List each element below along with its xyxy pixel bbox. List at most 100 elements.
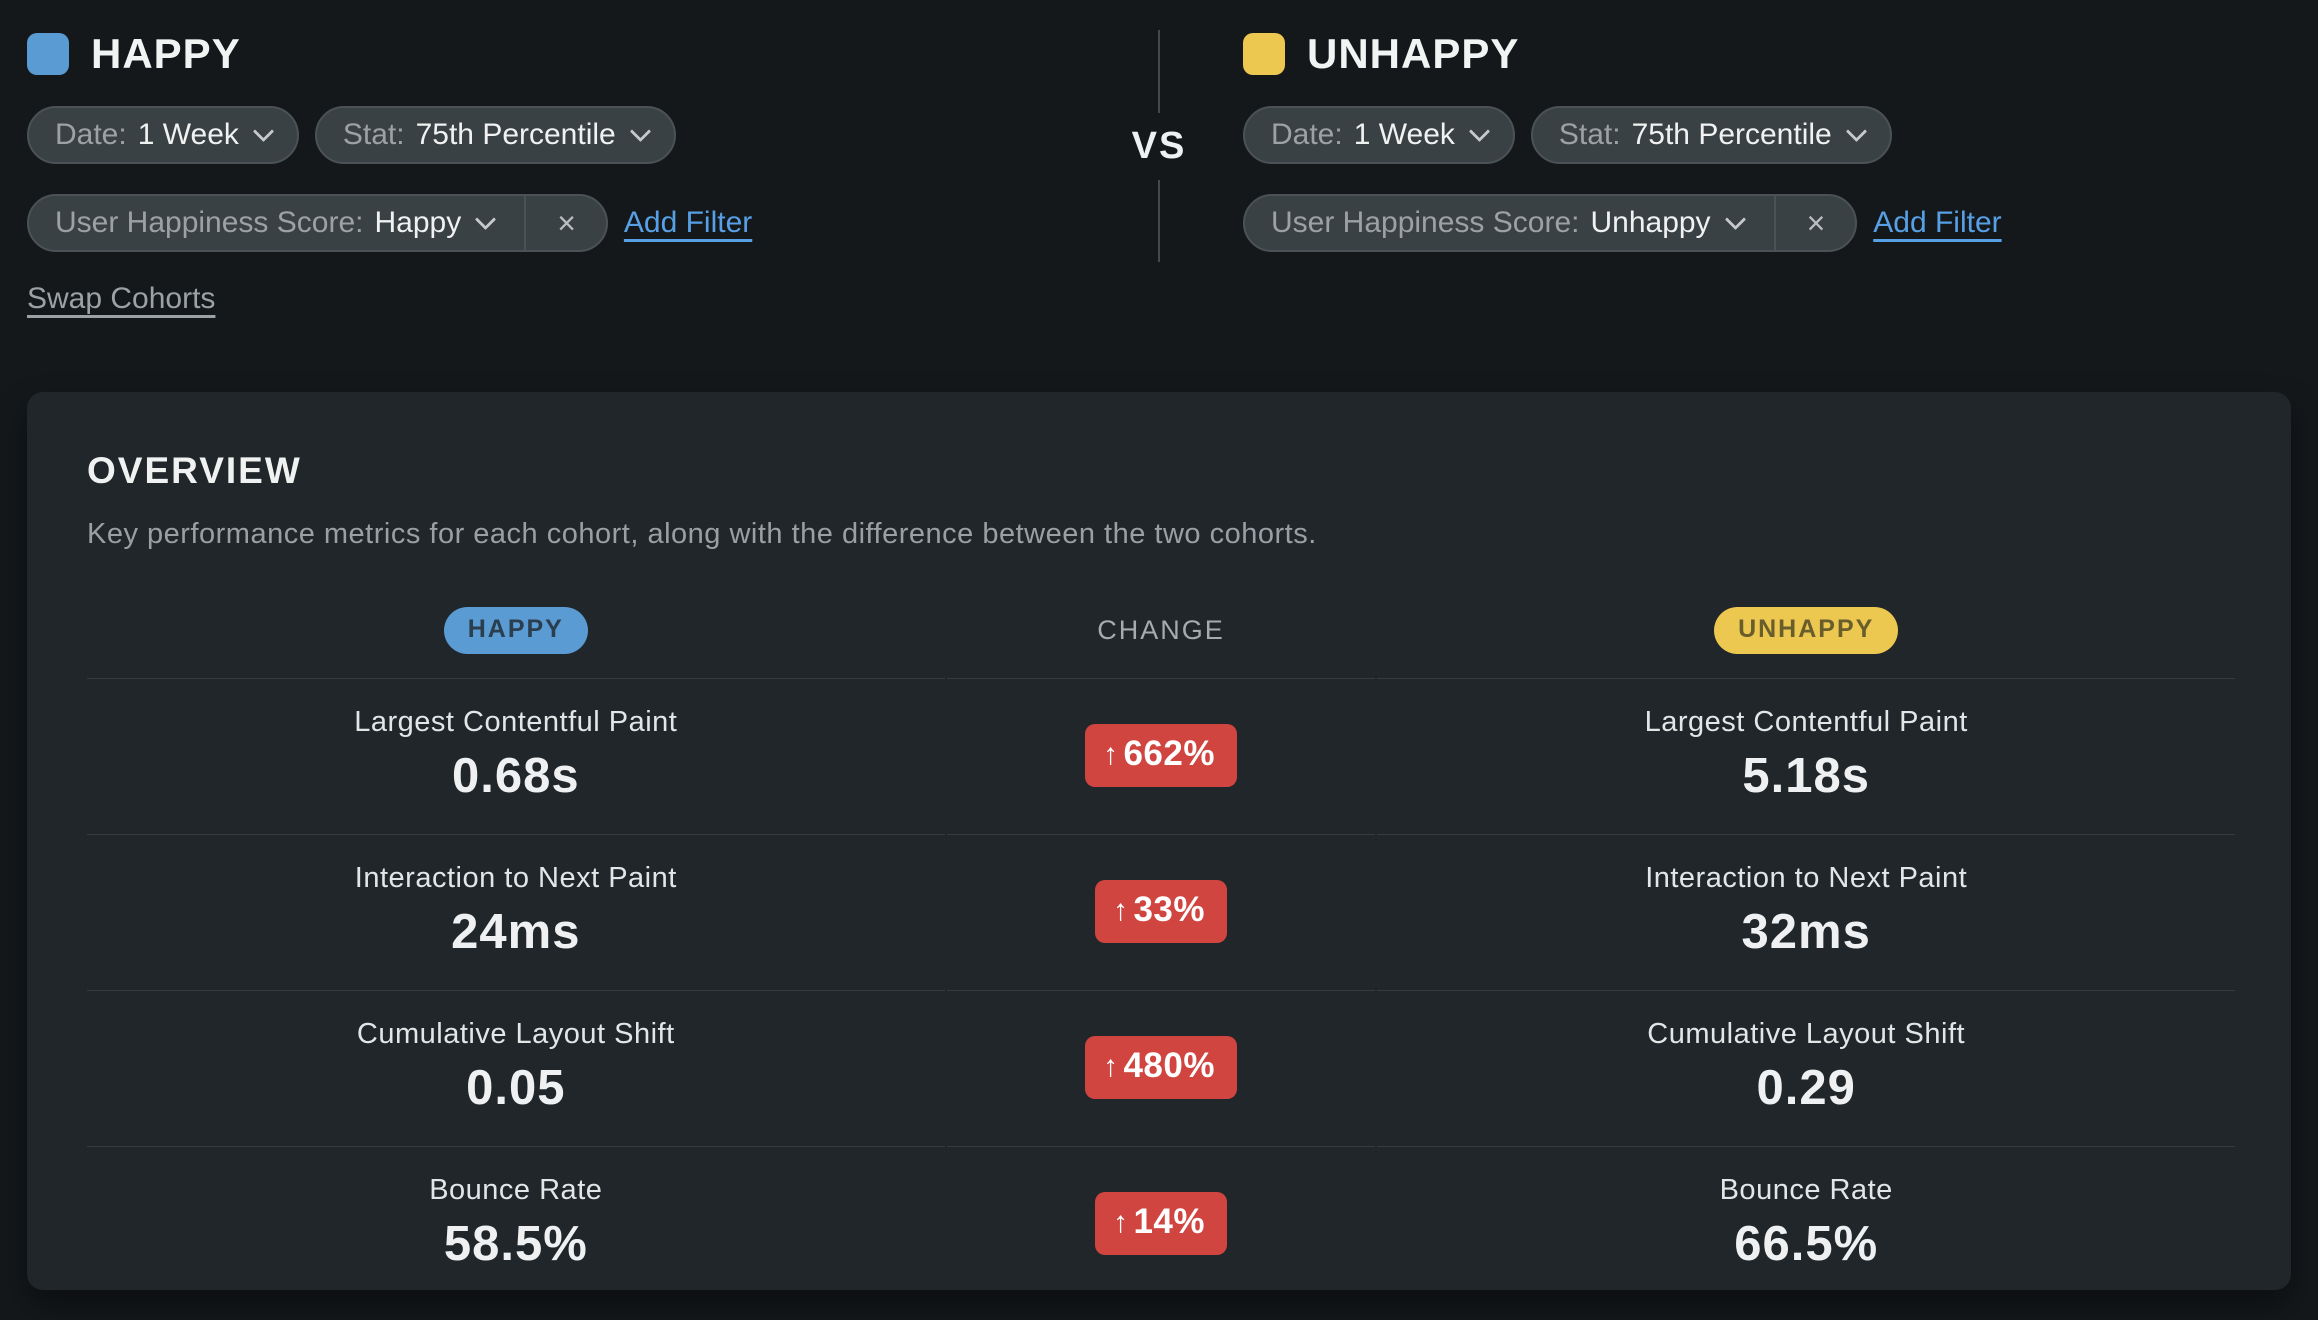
table-row-happy-cell: Largest Contentful Paint 0.68s: [87, 678, 945, 834]
overview-card: OVERVIEW Key performance metrics for eac…: [27, 392, 2291, 1290]
filter-label: Stat:: [342, 118, 405, 151]
change-badge: ↑ 33%: [1094, 879, 1228, 943]
unhappy-cohort-panel: UNHAPPY Date: 1 Week Stat: 75th Percenti…: [1181, 30, 2291, 316]
filter-label: Stat:: [1558, 118, 1621, 151]
overview-title: OVERVIEW: [87, 450, 302, 491]
metric-label: Largest Contentful Paint: [1644, 706, 1968, 738]
filter-label: Date:: [1271, 118, 1343, 151]
pill-divider: [524, 196, 527, 250]
filter-value: 75th Percentile: [415, 118, 616, 151]
change-value: 14%: [1133, 1201, 1206, 1241]
happy-score-filter-pill[interactable]: User Happiness Score: Happy ×: [27, 194, 608, 252]
up-arrow-icon: ↑: [1102, 1049, 1119, 1083]
unhappy-score-filter-row: User Happiness Score: Unhappy × Add Filt…: [1243, 194, 2291, 252]
unhappy-stat-filter-pill[interactable]: Stat: 75th Percentile: [1530, 106, 1892, 164]
unhappy-column-badge: UNHAPPY: [1714, 607, 1899, 654]
happy-color-swatch: [27, 33, 69, 75]
change-badge: ↑ 480%: [1084, 1035, 1237, 1099]
happy-cohort-header: HAPPY: [27, 30, 1137, 78]
up-arrow-icon: ↑: [1112, 893, 1129, 927]
change-badge: ↑ 14%: [1094, 1191, 1228, 1255]
metric-label: Cumulative Layout Shift: [356, 1018, 675, 1050]
unhappy-add-filter-link[interactable]: Add Filter: [1873, 206, 2002, 239]
column-header-change: CHANGE: [947, 599, 1376, 678]
filter-label: User Happiness Score:: [1271, 206, 1580, 239]
remove-filter-button[interactable]: ×: [537, 207, 580, 239]
metric-value: 0.29: [1756, 1061, 1856, 1115]
table-row-change-cell: ↑ 33%: [946, 834, 1376, 990]
metric-value: 58.5%: [443, 1217, 588, 1271]
close-icon: ×: [1806, 205, 1826, 241]
filter-label: Date:: [55, 118, 127, 151]
metric-value: 32ms: [1741, 905, 1871, 959]
table-row-unhappy-cell: Interaction to Next Paint 32ms: [1377, 834, 2235, 990]
change-badge: ↑ 662%: [1084, 723, 1237, 787]
table-row-unhappy-cell: Cumulative Layout Shift 0.29: [1377, 990, 2235, 1146]
table-row-happy-cell: Cumulative Layout Shift 0.05: [87, 990, 945, 1146]
change-column-label: CHANGE: [1097, 615, 1225, 645]
happy-date-filter-pill[interactable]: Date: 1 Week: [27, 106, 299, 164]
happy-score-filter-row: User Happiness Score: Happy × Add Filter: [27, 194, 1137, 252]
vs-divider-line-top: [1158, 30, 1160, 113]
remove-filter-button[interactable]: ×: [1787, 207, 1830, 239]
filter-value: 1 Week: [1353, 118, 1455, 151]
overview-subtitle: Key performance metrics for each cohort,…: [87, 518, 1317, 550]
unhappy-primary-filters: Date: 1 Week Stat: 75th Percentile: [1243, 106, 2291, 164]
filter-value: Unhappy: [1590, 206, 1711, 239]
happy-column-badge: HAPPY: [443, 607, 588, 654]
chevron-down-icon: [1724, 208, 1746, 231]
up-arrow-icon: ↑: [1112, 1205, 1129, 1239]
metric-label: Interaction to Next Paint: [1645, 862, 1968, 894]
table-row-happy-cell: Interaction to Next Paint 24ms: [87, 834, 945, 990]
happy-cohort-title: HAPPY: [91, 30, 241, 77]
filter-value: 75th Percentile: [1631, 118, 1832, 151]
metric-label: Cumulative Layout Shift: [1647, 1018, 1966, 1050]
chevron-down-icon: [1468, 120, 1490, 143]
table-row-change-cell: ↑ 480%: [946, 990, 1376, 1146]
table-row-unhappy-cell: Bounce Rate 66.5%: [1377, 1146, 2235, 1290]
chevron-down-icon: [475, 208, 497, 231]
change-value: 480%: [1123, 1045, 1215, 1085]
metrics-table: HAPPY CHANGE UNHAPPY Largest Contentful …: [87, 599, 2235, 1290]
metric-value: 0.05: [466, 1061, 566, 1115]
chevron-down-icon: [1845, 120, 1867, 143]
happy-primary-filters: Date: 1 Week Stat: 75th Percentile: [27, 106, 1137, 164]
unhappy-score-filter-pill[interactable]: User Happiness Score: Unhappy ×: [1243, 194, 1858, 252]
swap-cohorts-link[interactable]: Swap Cohorts: [27, 282, 216, 315]
metric-value: 24ms: [451, 905, 581, 959]
metric-value: 0.68s: [451, 749, 580, 803]
metric-value: 5.18s: [1742, 749, 1870, 803]
change-value: 662%: [1123, 733, 1215, 773]
unhappy-cohort-title: UNHAPPY: [1307, 30, 1520, 77]
metric-label: Largest Contentful Paint: [354, 706, 678, 738]
filter-value: 1 Week: [137, 118, 239, 151]
up-arrow-icon: ↑: [1102, 737, 1119, 771]
vs-divider: VS: [1132, 30, 1184, 262]
vs-label: VS: [1131, 124, 1187, 167]
metric-label: Interaction to Next Paint: [354, 862, 677, 894]
metric-label: Bounce Rate: [429, 1174, 603, 1206]
unhappy-color-swatch: [1243, 33, 1285, 75]
table-row-unhappy-cell: Largest Contentful Paint 5.18s: [1377, 678, 2235, 834]
filter-value: Happy: [374, 206, 462, 239]
table-row-happy-cell: Bounce Rate 58.5%: [87, 1146, 945, 1290]
change-value: 33%: [1133, 889, 1206, 929]
vs-divider-line-bottom: [1158, 179, 1160, 262]
unhappy-cohort-header: UNHAPPY: [1243, 30, 2291, 78]
metric-label: Bounce Rate: [1719, 1174, 1893, 1206]
column-header-happy: HAPPY: [87, 599, 945, 678]
happy-cohort-panel: HAPPY Date: 1 Week Stat: 75th Percentile…: [27, 30, 1137, 316]
cohort-selectors: HAPPY Date: 1 Week Stat: 75th Percentile…: [0, 0, 2318, 316]
metric-value: 66.5%: [1734, 1217, 1879, 1271]
column-header-unhappy: UNHAPPY: [1377, 599, 2235, 678]
table-row-change-cell: ↑ 14%: [946, 1146, 1376, 1290]
happy-stat-filter-pill[interactable]: Stat: 75th Percentile: [314, 106, 676, 164]
chevron-down-icon: [629, 120, 651, 143]
close-icon: ×: [557, 205, 576, 241]
happy-add-filter-link[interactable]: Add Filter: [623, 206, 753, 239]
unhappy-date-filter-pill[interactable]: Date: 1 Week: [1243, 106, 1515, 164]
filter-label: User Happiness Score:: [55, 206, 364, 239]
pill-divider: [1773, 196, 1776, 250]
table-row-change-cell: ↑ 662%: [946, 678, 1376, 834]
